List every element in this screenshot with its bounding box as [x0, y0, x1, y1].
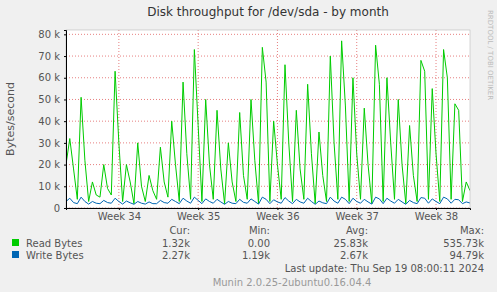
tick-mark [64, 143, 66, 144]
tick-label: Week 34 [98, 211, 141, 222]
tick-label: 50 k [38, 94, 60, 105]
stats-value: 1.19k [242, 250, 270, 261]
grid-line [118, 30, 119, 208]
tick: 0 [54, 203, 66, 214]
tick-label: 10 k [38, 181, 60, 192]
legend-label: Read Bytes [26, 238, 82, 249]
tick: 50 k [38, 94, 66, 105]
title: Disk throughput for /dev/sda - by month [147, 5, 389, 19]
grid-line [66, 56, 470, 57]
legend-swatch [12, 239, 19, 246]
tick-mark [64, 99, 66, 100]
legend-swatch [12, 251, 19, 258]
tick: 30 k [38, 138, 66, 149]
grid-line [356, 30, 357, 208]
axis-line [67, 209, 471, 211]
tick: Week 36 [256, 208, 299, 222]
stats-header: Min: [249, 225, 270, 236]
grid-line [436, 30, 437, 208]
tick-mark [198, 208, 199, 210]
tick-mark [357, 208, 358, 210]
series-line [66, 197, 470, 204]
tick: 60 k [38, 72, 66, 83]
footer: Munin 2.0.25-2ubuntu0.16.04.4 [213, 277, 372, 288]
tick-label: 30 k [38, 138, 60, 149]
chart: 0 10 k 20 k 30 k 40 k 50 k 60 k 70 k 80 k Week 34… [0, 0, 497, 292]
tick: Week 34 [98, 208, 141, 222]
tick-label: 70 k [38, 51, 60, 62]
axis-line [64, 31, 67, 209]
tick-label: 20 k [38, 159, 60, 170]
stats-value: 94.79k [450, 250, 485, 261]
tick-mark [436, 208, 437, 210]
grid-line [277, 30, 278, 208]
y-axis: 0 10 k 20 k 30 k 40 k 50 k 60 k 70 k 80 k [38, 29, 66, 214]
tick: Week 35 [177, 208, 220, 222]
legend-label: Write Bytes [26, 250, 84, 261]
tick-label: 0 [54, 203, 60, 214]
stats-value: 2.67k [340, 250, 368, 261]
grid-line [66, 99, 470, 100]
tick-label: Week 37 [336, 211, 379, 222]
tick-mark [64, 78, 66, 79]
watermark: RRDTOOL / TOBI OETIKER [486, 10, 494, 100]
tick: 40 k [38, 116, 66, 127]
grid-line [66, 121, 470, 122]
tick-label: Week 38 [415, 211, 458, 222]
tick-mark [64, 121, 66, 122]
stats-value: 535.73k [443, 238, 484, 249]
tick-mark [64, 208, 66, 209]
grid [66, 30, 470, 208]
tick: 20 k [38, 159, 66, 170]
tick-label: 60 k [38, 72, 60, 83]
stats-header: Cur: [169, 225, 190, 236]
tick: 10 k [38, 181, 66, 192]
tick-mark [64, 56, 66, 57]
stats-value: 0.00 [248, 238, 270, 249]
series-group [66, 41, 470, 204]
tick-mark [64, 34, 66, 35]
tick: 70 k [38, 51, 66, 62]
tick-label: 40 k [38, 116, 60, 127]
background [0, 0, 497, 292]
plot-frame [66, 30, 470, 208]
tick: 80 k [38, 29, 66, 40]
series-line [66, 41, 470, 204]
last-update: Last update: Thu Sep 19 08:00:11 2024 [285, 263, 484, 274]
stats-header: Avg: [346, 225, 368, 236]
stats-value: 2.27k [162, 250, 190, 261]
stats-value: 25.83k [334, 238, 369, 249]
tick: Week 37 [336, 208, 379, 222]
tick-label: 80 k [38, 29, 60, 40]
grid-line [66, 186, 470, 187]
tick-mark [277, 208, 278, 210]
plot-area [66, 30, 470, 208]
tick: Week 38 [415, 208, 458, 222]
stats-header: Max: [460, 225, 484, 236]
tick-mark [64, 165, 66, 166]
tick-label: Week 35 [177, 211, 220, 222]
tick-label: Week 36 [256, 211, 299, 222]
y-axis-title: Bytes/second [4, 82, 17, 156]
tick-mark [119, 208, 120, 210]
grid-line [66, 77, 470, 78]
tick-mark [64, 186, 66, 187]
grid-line [66, 34, 470, 35]
x-axis: Week 34 Week 35 Week 36 Week 37 Week 38 [67, 208, 471, 222]
stats-value: 1.32k [162, 238, 190, 249]
